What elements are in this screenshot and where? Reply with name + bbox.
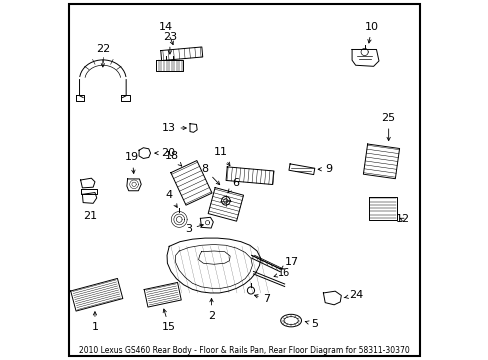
Text: 2010 Lexus GS460 Rear Body - Floor & Rails Pan, Rear Floor Diagram for 58311-303: 2010 Lexus GS460 Rear Body - Floor & Rai… [79, 346, 409, 355]
Text: 25: 25 [381, 113, 395, 141]
Text: 18: 18 [164, 151, 182, 166]
Text: 11: 11 [214, 147, 229, 166]
Text: 2: 2 [207, 298, 215, 320]
Text: 4: 4 [165, 190, 177, 207]
Text: 10: 10 [364, 22, 378, 43]
Text: 23: 23 [163, 32, 177, 54]
Text: 24: 24 [344, 290, 363, 300]
Text: 13: 13 [161, 123, 186, 133]
Text: 5: 5 [305, 319, 317, 329]
Text: 20: 20 [155, 148, 175, 158]
Text: 6: 6 [227, 178, 239, 193]
Text: 16: 16 [273, 268, 289, 278]
Text: 8: 8 [201, 163, 219, 185]
Text: 15: 15 [162, 309, 176, 332]
Text: 12: 12 [395, 215, 409, 224]
Text: 19: 19 [125, 152, 139, 174]
Text: 17: 17 [281, 257, 298, 269]
Text: 7: 7 [254, 294, 270, 305]
Text: 21: 21 [83, 211, 97, 221]
Text: 9: 9 [318, 164, 332, 174]
Text: 1: 1 [91, 312, 98, 332]
Text: 14: 14 [158, 22, 173, 45]
Text: 3: 3 [184, 224, 203, 234]
Text: 22: 22 [96, 44, 110, 67]
